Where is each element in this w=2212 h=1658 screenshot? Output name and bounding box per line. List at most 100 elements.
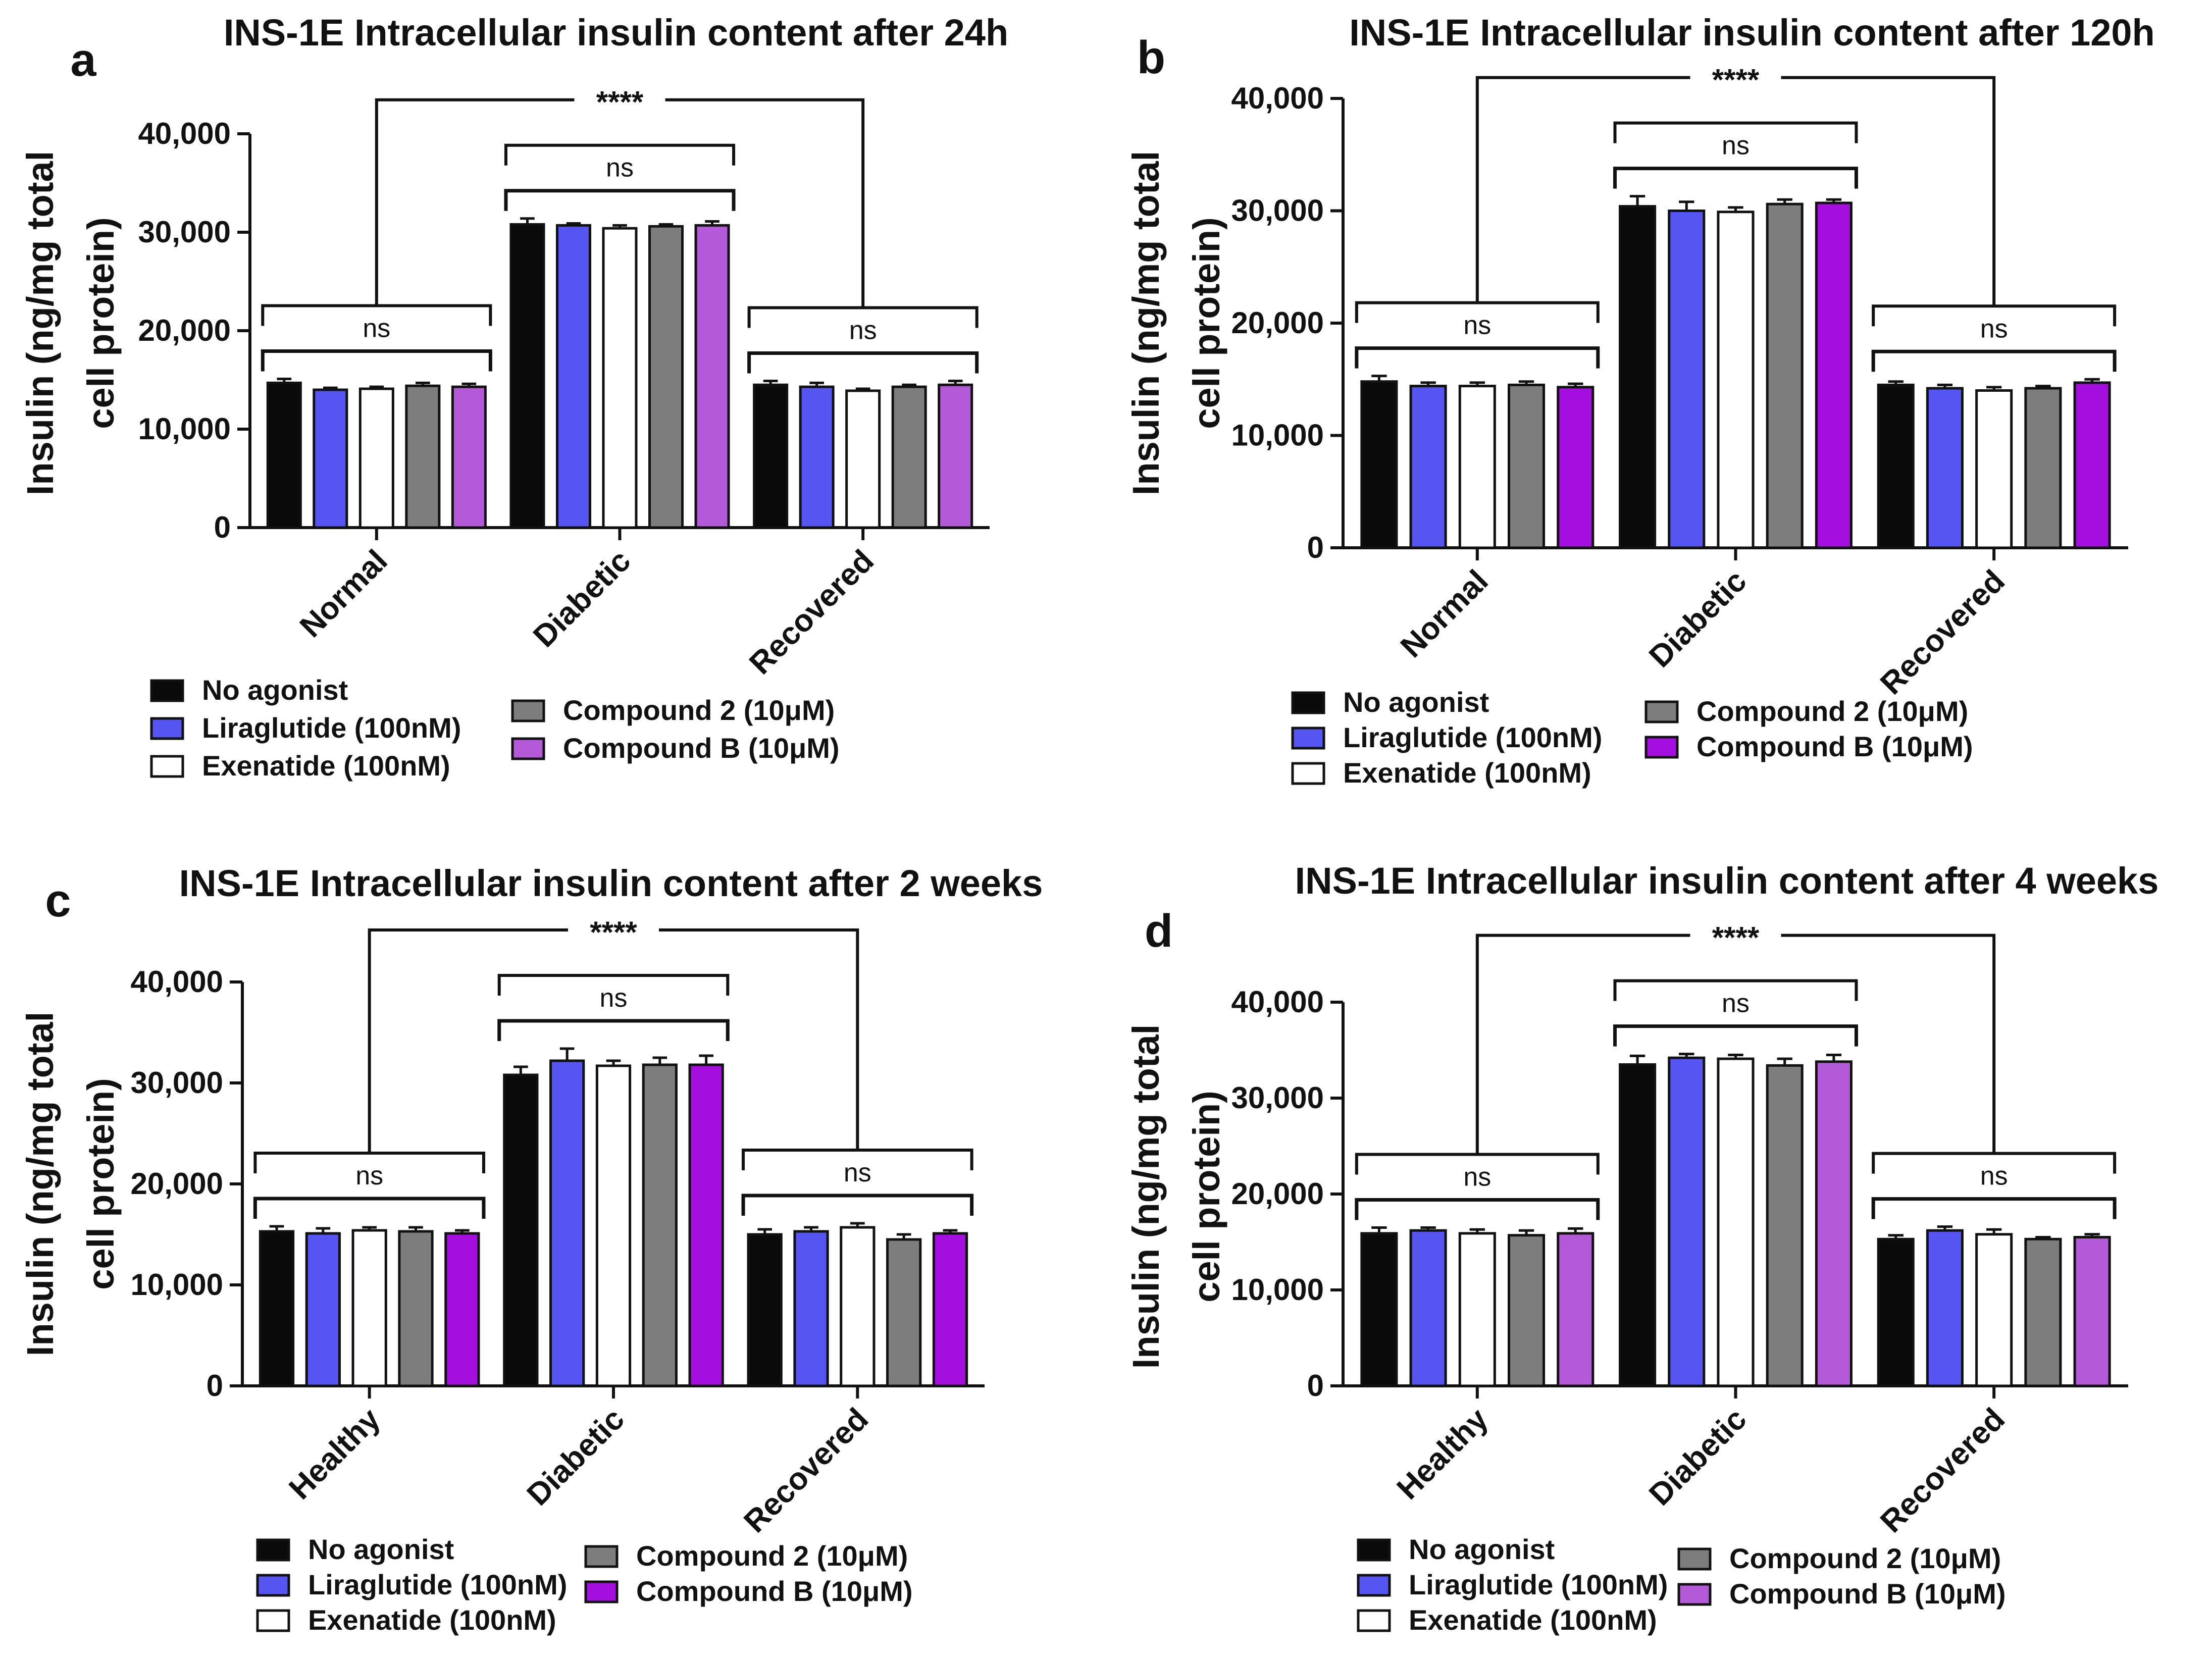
legend-entry-label: Compound 2 (10μM) — [563, 694, 835, 726]
bar-recovered-2 — [793, 1230, 829, 1387]
bar-recovered-4 — [2024, 1237, 2062, 1387]
bar-diabetic-5 — [694, 224, 730, 529]
significance-label-ns: ns — [600, 983, 628, 1013]
significance-bracket — [747, 351, 979, 374]
bar-healthy-3 — [1458, 1232, 1496, 1387]
significance-bracket — [497, 974, 730, 996]
y-tick-label: 20,000 — [1231, 306, 1324, 340]
panel-letter: b — [1137, 32, 1165, 83]
legend-swatch — [1291, 727, 1325, 750]
y-tick-label: 30,000 — [138, 215, 231, 249]
significance-bracket — [1613, 1024, 1858, 1047]
bar-diabetic-2 — [555, 224, 591, 529]
significance-bracket — [1871, 1197, 2117, 1219]
significance-label-stars: **** — [1712, 63, 1760, 97]
legend-swatch — [1677, 1547, 1712, 1571]
significance-bracket — [1355, 346, 1600, 369]
legend-swatch — [584, 1580, 619, 1603]
significance-bracket — [504, 189, 736, 211]
legend-swatch — [1644, 700, 1679, 723]
bar-diabetic-3 — [1717, 1057, 1755, 1387]
bar-normal-2 — [1409, 385, 1447, 549]
legend-entry-label: No agonist — [202, 674, 348, 706]
x-category-label: Diabetic — [1642, 563, 1753, 674]
significance-label-ns: ns — [363, 314, 390, 343]
bar-recovered-3 — [840, 1226, 876, 1387]
panel-b: INS-1E Intracellular insulin content aft… — [1125, 12, 2155, 789]
x-category-label: Diabetic — [521, 1402, 631, 1512]
legend-swatch — [1644, 736, 1679, 759]
chart-title: INS-1E Intracellular insulin content aft… — [1349, 12, 2155, 54]
legend-swatch — [1291, 691, 1325, 714]
significance-label-ns: ns — [849, 316, 877, 345]
bar-diabetic-1 — [1619, 205, 1657, 549]
y-tick-label: 0 — [1307, 531, 1324, 564]
bar-normal-5 — [451, 385, 487, 529]
legend-entry-label: Compound 2 (10μM) — [1696, 695, 1968, 727]
x-category-label: Normal — [293, 543, 394, 644]
bar-normal-1 — [266, 381, 302, 529]
panel-letter: d — [1145, 905, 1173, 957]
y-tick-label: 30,000 — [1231, 1081, 1324, 1115]
significance-label-ns: ns — [1463, 1163, 1491, 1192]
significance-label-ns: ns — [1463, 311, 1491, 340]
panel-letter: c — [45, 875, 71, 926]
bar-healthy-4 — [1508, 1234, 1546, 1387]
legend-swatch — [1677, 1583, 1712, 1606]
bar-diabetic-2 — [549, 1059, 585, 1387]
bar-normal-5 — [1557, 386, 1594, 549]
y-axis-label-line-1: Insulin (ng/mg total — [19, 151, 61, 495]
bar-recovered-1 — [1877, 1237, 1915, 1387]
y-axis-label-line-2: cell protein) — [80, 1078, 122, 1289]
legend-entry-label: No agonist — [308, 1533, 454, 1565]
bar-diabetic-3 — [602, 227, 638, 529]
y-tick-label: 20,000 — [138, 314, 231, 347]
chart-title: INS-1E Intracellular insulin content aft… — [1295, 860, 2159, 902]
legend-entry-label: Exenatide (100nM) — [202, 750, 450, 782]
y-tick-label: 40,000 — [1231, 81, 1324, 115]
bar-diabetic-1 — [1619, 1063, 1657, 1387]
legend-entry-label: Liraglutide (100nM) — [1409, 1569, 1668, 1600]
y-axis-label-line-1: Insulin (ng/mg total — [1125, 1024, 1167, 1369]
significance-label-ns: ns — [844, 1158, 871, 1187]
bar-recovered-3 — [1975, 1233, 2013, 1387]
bar-normal-1 — [1360, 380, 1398, 549]
significance-label-ns: ns — [1722, 131, 1750, 161]
bar-recovered-5 — [2073, 381, 2111, 549]
bar-healthy-1 — [1360, 1232, 1398, 1387]
bar-diabetic-4 — [648, 225, 684, 529]
legend-swatch — [256, 1538, 290, 1562]
bar-recovered-1 — [753, 383, 789, 529]
legend-entry-label: Liraglutide (100nM) — [202, 712, 461, 744]
bar-recovered-5 — [932, 1232, 968, 1387]
legend-entry-label: Exenatide (100nM) — [1343, 757, 1591, 789]
panel-a: INS-1E Intracellular insulin content aft… — [19, 12, 1008, 782]
bar-recovered-4 — [891, 385, 927, 529]
chart-title: INS-1E Intracellular insulin content aft… — [179, 862, 1043, 904]
bar-healthy-5 — [444, 1232, 480, 1387]
bar-diabetic-4 — [642, 1063, 678, 1387]
y-axis-label-line-2: cell protein) — [1186, 1091, 1227, 1302]
x-category-label: Diabetic — [527, 543, 637, 654]
bar-normal-4 — [1508, 383, 1546, 549]
bar-diabetic-1 — [503, 1073, 539, 1387]
bar-recovered-3 — [1975, 389, 2013, 549]
bar-recovered-1 — [1877, 383, 1915, 549]
significance-label-ns: ns — [1722, 989, 1750, 1018]
bar-diabetic-2 — [1668, 1056, 1706, 1387]
x-category-label: Recovered — [743, 543, 881, 681]
x-category-label: Recovered — [1874, 563, 2012, 701]
bar-healthy-2 — [305, 1232, 341, 1387]
legend-entry-label: No agonist — [1343, 686, 1489, 718]
bar-diabetic-5 — [1815, 1060, 1853, 1387]
bar-healthy-5 — [1557, 1232, 1594, 1387]
y-tick-label: 40,000 — [130, 965, 223, 999]
y-axis-label-line-1: Insulin (ng/mg total — [1125, 151, 1167, 495]
significance-bracket — [504, 143, 736, 166]
significance-bracket — [1355, 1198, 1600, 1220]
bar-normal-3 — [358, 387, 394, 529]
bar-recovered-1 — [747, 1233, 783, 1387]
significance-label-ns: ns — [355, 1161, 383, 1190]
x-category-label: Normal — [1394, 563, 1495, 664]
bar-recovered-2 — [1926, 387, 1964, 549]
